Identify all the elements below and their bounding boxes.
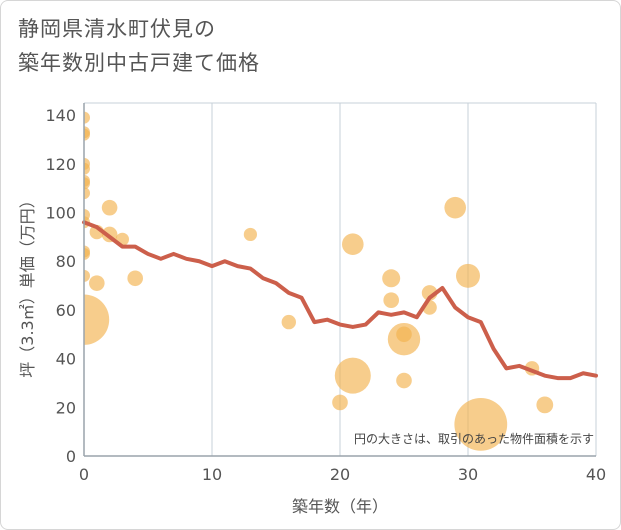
bubble-point <box>84 269 90 282</box>
bubble-point <box>127 270 143 287</box>
bubble-point <box>454 397 508 451</box>
bubble-size-note: 円の大きさは、取引のあった物件面積を示す <box>354 431 594 446</box>
y-tick-label: 80 <box>56 252 76 271</box>
y-tick-label: 20 <box>56 398 76 417</box>
bubble-point <box>383 292 400 308</box>
x-axis-title: 築年数（年） <box>292 497 388 516</box>
bubble-point <box>444 196 467 219</box>
axes: 0 10 20 30 40 0 20 40 60 80 100 120 140 <box>45 103 606 484</box>
average-price-line <box>82 220 598 381</box>
y-tick-label: 60 <box>56 301 76 320</box>
y-tick-label: 40 <box>56 350 76 369</box>
bubble-point <box>332 394 348 411</box>
chart-title-line-2: 築年数別中古戸建て価格 <box>18 51 260 75</box>
chart-title-line-1: 静岡県清水町伏見の <box>18 17 216 41</box>
bubble-point <box>84 294 110 345</box>
y-axis-title: 坪（3.3㎡）単価（万円） <box>18 192 37 377</box>
bubble-point <box>84 162 90 175</box>
bubble-point <box>342 233 364 255</box>
bubble-point <box>84 247 90 260</box>
x-tick-label: 20 <box>330 465 350 484</box>
bubble-point <box>456 263 480 288</box>
y-tick-label: 140 <box>45 106 76 125</box>
bubble-point <box>281 314 296 330</box>
x-tick-label: 0 <box>79 465 89 484</box>
bubble-point <box>396 372 412 389</box>
bubble-point <box>382 269 401 288</box>
y-tick-label: 100 <box>45 204 76 223</box>
bubble-series <box>84 111 554 451</box>
bubble-point <box>84 111 90 124</box>
bubble-point <box>84 128 90 141</box>
x-tick-label: 40 <box>586 465 606 484</box>
bubble-point <box>101 199 118 216</box>
bubble-point <box>334 357 371 394</box>
average-line-series <box>82 220 598 381</box>
bubble-point <box>387 322 421 356</box>
y-tick-label: 120 <box>45 155 76 174</box>
y-tick-label: 0 <box>66 447 76 466</box>
x-tick-label: 30 <box>458 465 478 484</box>
bubble-point <box>84 187 90 200</box>
x-tick-label: 10 <box>202 465 222 484</box>
bubble-point <box>536 396 554 414</box>
chart-title: 静岡県清水町伏見の 築年数別中古戸建て価格 <box>18 12 260 80</box>
bubble-point <box>243 227 257 242</box>
bubble-point <box>89 275 105 291</box>
bubble-point <box>84 177 90 190</box>
